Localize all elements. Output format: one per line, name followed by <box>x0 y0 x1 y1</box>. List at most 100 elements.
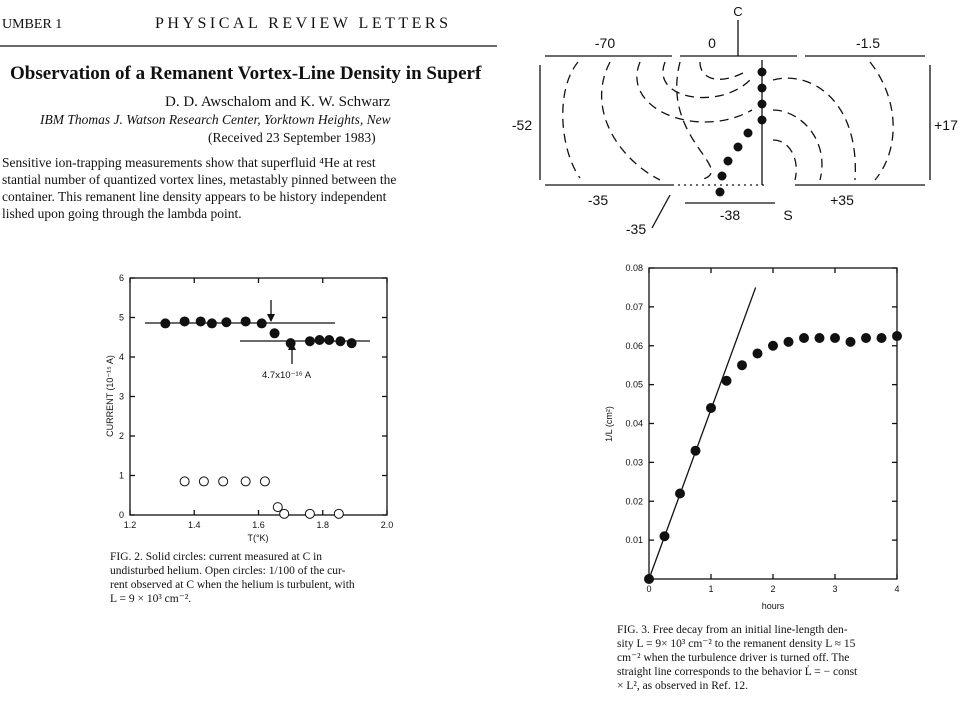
solid-point <box>845 336 856 347</box>
figure-caption: undisturbed helium. Open circles: 1/100 … <box>110 565 346 577</box>
y-tick-label: 1 <box>119 471 124 481</box>
solid-point <box>830 332 840 343</box>
y-tick-label: 0.03 <box>625 457 643 467</box>
solid-point <box>783 336 794 347</box>
diagram-label: +17 <box>934 117 958 133</box>
y-tick-label: 0.05 <box>625 380 643 390</box>
open-point <box>198 476 209 487</box>
solid-point <box>861 332 871 343</box>
figure-caption: FIG. 2. Solid circles: current measured … <box>110 551 322 563</box>
x-tick-label: 2.0 <box>381 520 394 530</box>
diagram-label: -35 <box>588 192 608 208</box>
cell-diagram <box>539 20 931 229</box>
solid-point <box>752 348 763 359</box>
solid-point <box>304 336 315 347</box>
y-tick-label: 3 <box>119 392 124 402</box>
page-number: UMBER 1 <box>2 17 62 32</box>
figure-caption: L = 9 × 10³ cm⁻². <box>110 593 191 605</box>
diagram-label: C <box>733 4 742 19</box>
open-point <box>272 502 283 513</box>
solid-point <box>335 336 346 347</box>
x-axis-label: T(°K) <box>247 533 268 543</box>
fig2-guides <box>145 300 370 364</box>
y-axis-label: CURRENT (10⁻¹⁵ A) <box>105 355 115 437</box>
figure-caption: cm⁻² when the turbulence driver is turne… <box>617 652 849 664</box>
solid-point <box>768 340 778 351</box>
x-tick-label: 1.8 <box>316 520 329 530</box>
y-tick-label: 0.07 <box>625 302 643 312</box>
journal-name: PHYSICAL REVIEW LETTERS <box>155 15 452 32</box>
diagram-label: S <box>783 207 792 223</box>
diagram-label: -38 <box>720 207 740 223</box>
solid-point <box>737 360 747 371</box>
solid-point <box>256 318 267 329</box>
affiliation: IBM Thomas J. Watson Research Center, Yo… <box>39 112 391 127</box>
x-tick-label: 2 <box>770 584 775 594</box>
figure-caption: rent observed at C when the helium is tu… <box>110 579 355 591</box>
figure-caption: × L², as observed in Ref. 12. <box>617 680 748 692</box>
solid-point <box>876 332 887 343</box>
diagram-label: +35 <box>830 192 854 208</box>
open-point <box>240 476 251 487</box>
solid-point <box>285 338 296 349</box>
x-tick-label: 1.6 <box>252 520 265 530</box>
y-tick-label: 0.04 <box>625 419 643 429</box>
abstract-line: container. This remanent line density ap… <box>2 189 387 204</box>
fit-line <box>648 287 757 580</box>
solid-point <box>324 335 335 346</box>
abstract-line: stantial number of quantized vortex line… <box>2 172 396 187</box>
diagram-label: -70 <box>595 35 615 51</box>
diagram-label: -1.5 <box>856 35 880 51</box>
y-tick-label: 0 <box>119 510 124 520</box>
open-point <box>279 508 290 519</box>
diagram-label: 0 <box>708 35 716 51</box>
open-point <box>259 476 270 487</box>
x-tick-label: 1.2 <box>124 520 137 530</box>
abstract-line: Sensitive ion-trapping measurements show… <box>2 155 376 170</box>
solid-point <box>314 335 325 346</box>
diagram-label: -35 <box>626 221 646 237</box>
y-axis-label: 1/L (cm²) <box>604 406 614 442</box>
figure-caption: FIG. 3. Free decay from an initial line-… <box>617 624 848 636</box>
solid-point <box>240 316 251 327</box>
y-tick-label: 5 <box>119 313 124 323</box>
abstract-line: lished upon going through the lambda poi… <box>2 206 242 221</box>
open-point <box>333 508 344 519</box>
solid-point <box>160 318 171 329</box>
solid-point <box>195 316 206 327</box>
y-tick-label: 6 <box>119 273 124 283</box>
x-tick-label: 1 <box>708 584 713 594</box>
article-title: Observation of a Remanent Vortex-Line De… <box>10 63 482 84</box>
open-point <box>304 508 315 519</box>
y-tick-label: 0.06 <box>625 341 643 351</box>
y-tick-label: 0.02 <box>625 496 643 506</box>
plot-frame <box>129 277 388 516</box>
figure-caption: sity L = 9× 10³ cm⁻² to the remanent den… <box>617 638 856 650</box>
y-tick-label: 4 <box>119 352 124 362</box>
received: (Received 23 September 1983) <box>208 130 376 145</box>
x-axis-label: hours <box>762 601 785 611</box>
solid-point <box>814 332 825 343</box>
solid-point <box>892 331 902 342</box>
x-tick-label: 1.4 <box>188 520 201 530</box>
solid-point <box>206 318 217 329</box>
y-tick-label: 2 <box>119 431 124 441</box>
solid-point <box>179 316 190 327</box>
diagram-label: -52 <box>512 117 532 133</box>
y-tick-label: 0.08 <box>625 263 643 273</box>
solid-point <box>346 338 357 349</box>
solid-point <box>799 332 809 343</box>
authors: D. D. Awschalom and K. W. Schwarz <box>165 94 391 110</box>
plot-frame <box>648 267 898 580</box>
figure-caption: straight line corresponds to the behavio… <box>617 664 858 678</box>
y-tick-label: 0.01 <box>625 535 643 545</box>
solid-point <box>221 317 232 328</box>
x-tick-label: 3 <box>832 584 837 594</box>
fig2-annotation: 4.7x10⁻¹⁶ A <box>262 370 312 381</box>
solid-point <box>269 328 280 339</box>
open-point <box>179 476 190 487</box>
x-tick-label: 0 <box>646 584 651 594</box>
open-point <box>218 476 229 487</box>
x-tick-label: 4 <box>894 584 899 594</box>
